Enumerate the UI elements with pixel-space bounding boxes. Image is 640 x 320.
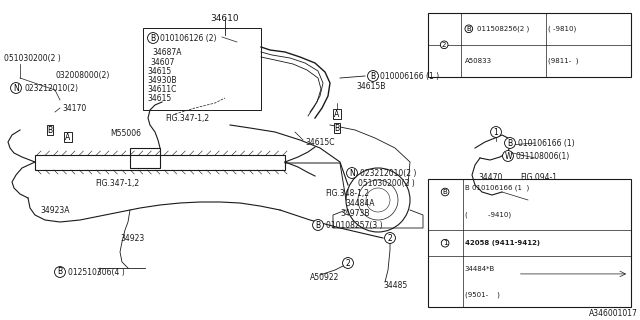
Text: 023212010(2): 023212010(2)	[24, 84, 78, 92]
Text: 051030200(2 ): 051030200(2 )	[4, 53, 61, 62]
Text: M55006: M55006	[110, 129, 141, 138]
Text: 012510306(4 ): 012510306(4 )	[68, 268, 125, 276]
Bar	[143, 28, 261, 110]
Text: 023212010(2 ): 023212010(2 )	[360, 169, 417, 178]
Text: A: A	[334, 109, 340, 118]
Bar	[35, 155, 285, 170]
Text: A50833: A50833	[465, 58, 492, 64]
Text: 34615: 34615	[147, 93, 172, 102]
Text: 34610: 34610	[211, 14, 239, 23]
Text: 34615B: 34615B	[356, 82, 385, 91]
Text: 34615C: 34615C	[305, 138, 335, 147]
Text: 051030200(2 ): 051030200(2 )	[358, 179, 415, 188]
Text: FIG.348-1,2: FIG.348-1,2	[325, 188, 369, 197]
Text: FIG.094-1: FIG.094-1	[520, 172, 557, 181]
Text: (         -9410): ( -9410)	[465, 212, 511, 218]
Text: FIG.347-1,2: FIG.347-1,2	[165, 114, 209, 123]
Text: N: N	[349, 169, 355, 178]
Text: B: B	[335, 124, 340, 132]
Text: 34930B: 34930B	[147, 76, 177, 84]
Text: 010106126 (2): 010106126 (2)	[160, 34, 216, 43]
Text: 34607: 34607	[150, 58, 174, 67]
Bar	[130, 148, 160, 168]
Text: B: B	[58, 268, 63, 276]
Text: 34485: 34485	[383, 281, 407, 290]
Text: 031108006(1): 031108006(1)	[516, 151, 570, 161]
Text: A346001017: A346001017	[589, 309, 638, 318]
Text: (9811-  ): (9811- )	[548, 58, 579, 64]
Text: 34484A: 34484A	[345, 198, 374, 207]
Text: 032008000(2): 032008000(2)	[55, 70, 109, 79]
Text: 34611C: 34611C	[147, 84, 177, 93]
Text: B: B	[443, 189, 447, 195]
Text: 34470: 34470	[478, 172, 502, 181]
Text: 34973B: 34973B	[340, 209, 369, 218]
Text: 34615: 34615	[147, 67, 172, 76]
Text: 1: 1	[493, 127, 499, 137]
Text: B: B	[508, 139, 513, 148]
Text: 010108257(3 ): 010108257(3 )	[326, 220, 383, 229]
Text: (9501-    ): (9501- )	[465, 291, 500, 298]
Text: W: W	[504, 151, 512, 161]
Text: 1: 1	[443, 240, 447, 246]
Text: A: A	[65, 132, 70, 141]
Text: N: N	[13, 84, 19, 92]
Text: 34170: 34170	[62, 103, 86, 113]
Text: B: B	[47, 125, 52, 134]
Text: 34923: 34923	[120, 234, 144, 243]
Text: 011508256(2 ): 011508256(2 )	[477, 26, 529, 32]
Text: 010106166 (1): 010106166 (1)	[518, 139, 575, 148]
Text: 34923A: 34923A	[40, 205, 70, 214]
Bar	[428, 13, 631, 77]
Text: A50922: A50922	[310, 274, 339, 283]
Text: 2: 2	[442, 42, 446, 48]
Text: B: B	[467, 26, 471, 32]
Text: B: B	[316, 220, 321, 229]
Text: ( -9810): ( -9810)	[548, 26, 576, 32]
Text: B: B	[150, 34, 156, 43]
Text: 42058 (9411-9412): 42058 (9411-9412)	[465, 240, 540, 246]
Text: 010006166 (1 ): 010006166 (1 )	[380, 71, 439, 81]
Text: B: B	[371, 71, 376, 81]
Text: B 010106166 (1  ): B 010106166 (1 )	[465, 185, 529, 191]
Text: 2: 2	[388, 234, 392, 243]
Text: 34687A: 34687A	[152, 47, 182, 57]
Text: 2: 2	[346, 259, 350, 268]
Text: 34484*B: 34484*B	[465, 266, 495, 272]
Text: FIG.347-1,2: FIG.347-1,2	[95, 179, 139, 188]
Bar	[428, 179, 631, 307]
